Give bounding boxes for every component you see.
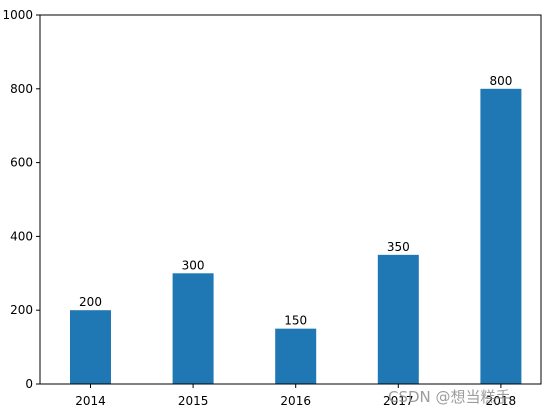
bar-value-label-2016: 150 (284, 314, 307, 328)
y-axis-ticks: 0 200 400 600 800 1000 (2, 8, 40, 391)
bar-value-label-2018: 800 (489, 74, 512, 88)
y-tick-label-800: 800 (10, 82, 33, 96)
x-tick-label-2015: 2015 (178, 394, 209, 408)
y-tick-label-0: 0 (25, 377, 33, 391)
x-tick-label-2014: 2014 (75, 394, 106, 408)
bar-value-label-2015: 300 (182, 258, 205, 272)
bar-2014 (70, 310, 111, 384)
bar-2015 (173, 273, 214, 384)
y-tick-label-1000: 1000 (2, 8, 33, 22)
bar-value-label-2014: 200 (79, 295, 102, 309)
watermark-text: CSDN @想当糕手 (388, 386, 511, 407)
y-tick-label-400: 400 (10, 229, 33, 243)
y-tick-label-600: 600 (10, 156, 33, 170)
bar-2017 (378, 255, 419, 384)
bar-2016 (275, 329, 316, 384)
y-tick-label-200: 200 (10, 303, 33, 317)
bar-2018 (480, 89, 521, 384)
x-tick-label-2016: 2016 (280, 394, 311, 408)
bar-value-label-2017: 350 (387, 240, 410, 254)
